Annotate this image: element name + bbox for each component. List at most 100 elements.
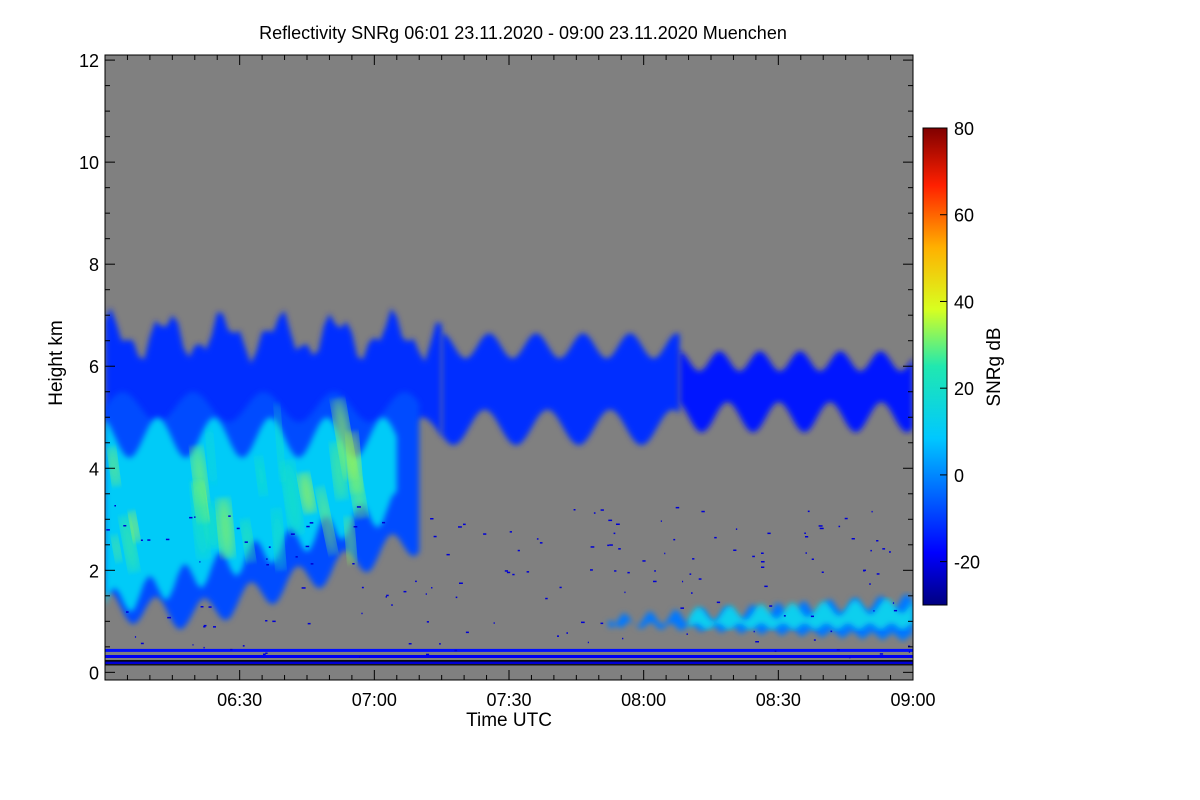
upper-cloud-middle <box>441 333 680 446</box>
precip-streak <box>317 485 336 557</box>
precip-streak <box>121 513 138 574</box>
speckle <box>306 525 310 528</box>
speckle <box>818 525 823 527</box>
speckle <box>838 525 841 528</box>
colorbar-tick-label: -20 <box>954 553 980 573</box>
x-tick-label: 07:00 <box>352 690 397 710</box>
precip-streak <box>206 426 216 487</box>
speckle <box>819 527 824 530</box>
speckle <box>352 563 355 565</box>
speckle <box>242 645 245 647</box>
speckle <box>526 571 530 573</box>
colorbar <box>922 127 948 606</box>
speckle <box>408 643 412 645</box>
speckle <box>455 596 458 599</box>
colorbar-tick-label: 80 <box>954 119 974 139</box>
speckle <box>382 521 386 524</box>
speckle <box>454 649 458 652</box>
speckle <box>230 648 233 651</box>
speckle <box>106 529 110 531</box>
colorbar-label: SNRg dB <box>984 327 1005 406</box>
boundary-band-core <box>688 598 913 630</box>
speckle <box>701 510 705 513</box>
x-tick-label: 07:30 <box>486 690 531 710</box>
speckle <box>581 621 585 624</box>
speckle <box>459 582 463 584</box>
speckle <box>140 539 143 541</box>
speckle <box>811 558 814 560</box>
clutter-line <box>105 661 913 665</box>
speckle <box>600 509 604 511</box>
precip-streak <box>108 445 120 488</box>
speckle <box>236 527 240 530</box>
speckle <box>698 578 702 580</box>
speckle <box>244 541 248 543</box>
y-tick-label: 8 <box>89 255 99 275</box>
speckle <box>870 549 872 552</box>
speckle <box>664 552 666 555</box>
precip-streak <box>192 478 209 561</box>
chart-title: Reflectivity SNRg 06:01 23.11.2020 - 09:… <box>259 23 787 43</box>
clutter-dark-line <box>105 664 913 666</box>
speckle <box>810 615 814 618</box>
speckle <box>506 571 511 574</box>
speckle <box>310 563 314 565</box>
speckle <box>608 519 613 522</box>
colorbar-tick-label: 20 <box>954 379 974 399</box>
speckle <box>761 566 765 568</box>
speckle <box>573 509 576 511</box>
y-tick-label: 0 <box>89 663 99 683</box>
speckle <box>268 546 271 548</box>
speckle <box>755 641 759 643</box>
speckle <box>431 587 433 589</box>
speckle <box>203 646 205 649</box>
speckle <box>613 532 616 535</box>
speckle <box>446 553 450 556</box>
speckle <box>753 630 755 633</box>
speckle <box>140 642 144 645</box>
y-axis-label: Height km <box>46 320 67 406</box>
speckle <box>483 533 487 535</box>
precip-streak <box>217 496 234 560</box>
precip-streak <box>282 458 302 537</box>
speckle <box>624 591 626 594</box>
speckle <box>356 506 361 508</box>
y-tick-label: 10 <box>79 153 99 173</box>
speckle <box>147 539 151 541</box>
y-axis: 0 2 4 6 8 10 12 <box>79 51 913 683</box>
speckle <box>415 580 417 583</box>
speckle <box>265 652 268 654</box>
speckle <box>134 636 137 638</box>
speckle <box>590 569 593 571</box>
colorbar-tick-label: 40 <box>954 292 974 312</box>
speckle <box>821 571 824 573</box>
precip-streak <box>112 533 121 564</box>
speckle <box>126 611 129 613</box>
speckle <box>213 626 216 628</box>
speckle <box>265 620 268 622</box>
speckle <box>892 602 895 604</box>
speckle <box>682 580 684 583</box>
speckle <box>618 548 621 550</box>
speckle <box>783 615 786 617</box>
speckle <box>675 506 680 509</box>
x-tick-label: 06:30 <box>217 690 262 710</box>
speckle <box>882 548 886 550</box>
speckle <box>517 549 520 552</box>
speckle <box>908 651 911 653</box>
speckle <box>752 555 755 558</box>
speckle <box>767 532 771 535</box>
speckle <box>165 538 170 541</box>
speckle <box>301 587 306 589</box>
speckle <box>425 593 427 595</box>
x-tick-label: 08:00 <box>621 690 666 710</box>
precip-streak <box>272 506 285 572</box>
speckle <box>805 536 809 538</box>
speckle <box>849 656 851 659</box>
speckle <box>876 573 880 575</box>
speckle <box>733 549 737 551</box>
speckle <box>465 631 469 634</box>
speckle <box>616 523 620 525</box>
speckle <box>769 605 773 607</box>
speckle <box>263 653 266 655</box>
